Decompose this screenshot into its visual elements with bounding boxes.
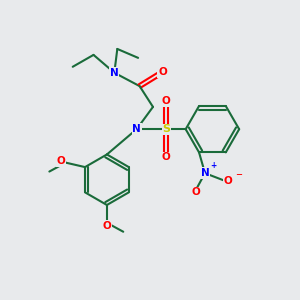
Text: N: N xyxy=(201,168,209,178)
Text: O: O xyxy=(162,152,171,162)
Text: O: O xyxy=(158,67,167,77)
Text: −: − xyxy=(235,170,242,179)
Text: O: O xyxy=(162,96,171,106)
Text: N: N xyxy=(132,124,141,134)
Text: +: + xyxy=(210,161,217,170)
Text: N: N xyxy=(110,68,119,78)
Text: O: O xyxy=(57,156,66,166)
Text: O: O xyxy=(103,221,111,231)
Text: O: O xyxy=(192,188,200,197)
Text: S: S xyxy=(162,124,170,134)
Text: O: O xyxy=(224,176,232,186)
